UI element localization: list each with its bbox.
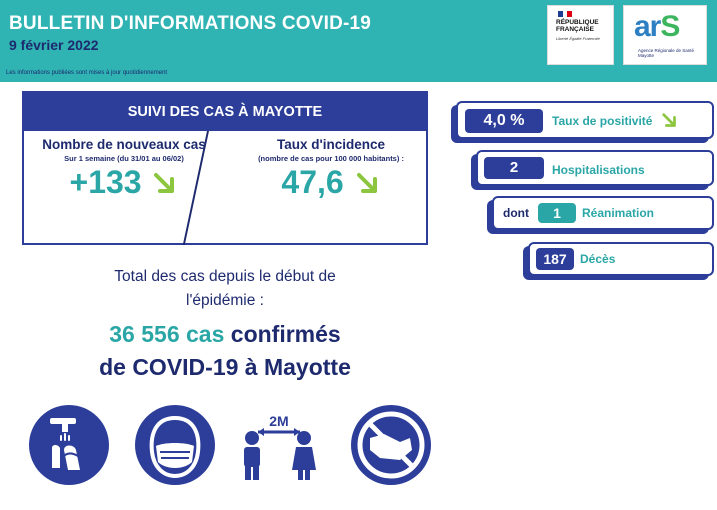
trend-down-arrow-icon [154,173,175,193]
ars-subtitle: Agence Régionale de Santé Mayotte [638,48,695,58]
deces-card [528,242,714,276]
rf-line2: FRANÇAISE [556,26,594,33]
hand-washing-icon [29,405,109,485]
deces-label: Décès [580,252,616,266]
positivite-label: Taux de positivité [552,114,653,128]
positivite-value: 4,0 % [465,109,543,133]
ars-logo: arS Agence Régionale de Santé Mayotte [623,5,707,65]
suivi-title: SUIVI DES CAS À MAYOTTE [24,93,426,131]
update-note: Les informations publiées sont mises à j… [6,70,168,76]
french-flag-icon [558,11,573,17]
nouveaux-cas-value: +133 [69,164,142,200]
total-line-2: l'épidémie : [186,292,264,309]
header-banner: BULLETIN D'INFORMATIONS COVID-19 9 févri… [0,0,717,82]
ars-word-a: ar [634,10,661,43]
svg-text:2M: 2M [269,413,288,429]
reanimation-prefix: dont [503,206,529,220]
republique-francaise-logo: RÉPUBLIQUE FRANÇAISE Liberté Égalité Fra… [547,5,614,65]
nouveaux-cas-title: Nombre de nouveaux cas [42,137,206,152]
rf-line1: RÉPUBLIQUE [556,19,599,26]
reanimation-value: 1 [538,203,576,223]
hospitalisations-value: 2 [484,157,544,179]
reanimation-label: Réanimation [582,206,655,220]
bulletin-date: 9 février 2022 [9,37,99,53]
no-handshake-icon [351,405,431,485]
total-count: 36 556 cas [109,321,225,347]
trend-down-arrow-icon [662,113,676,127]
hospitalisations-label: Hospitalisations [552,163,645,177]
taux-incidence-title: Taux d'incidence [277,137,385,152]
reanimation-card [492,196,714,230]
total-line-4: de COVID-19 à Mayotte [99,354,351,380]
rf-motto: Liberté Égalité Fraternité [556,36,600,41]
face-mask-icon [135,405,215,485]
trend-down-arrow-icon [356,173,377,193]
total-confirmed: 36 556 cas confirmés [50,321,400,348]
nouveaux-cas-panel: Nombre de nouveaux cas Sur 1 semaine (du… [24,137,224,201]
deces-value: 187 [536,248,574,270]
taux-incidence-panel: Taux d'incidence (nombre de cas pour 100… [236,137,426,201]
ars-word-s: S [660,10,680,43]
bulletin-title: BULLETIN D'INFORMATIONS COVID-19 [9,13,372,34]
confirmed-word: confirmés [230,321,341,347]
taux-incidence-value: 47,6 [281,164,344,200]
social-distance-2m-icon: 2M [244,413,316,480]
total-line-1: Total des cas depuis le début de [114,268,336,285]
taux-incidence-subtitle: (nombre de cas pour 100 000 habitants) : [258,154,404,163]
suivi-cas-box: SUIVI DES CAS À MAYOTTE Nombre de nouvea… [22,91,428,245]
nouveaux-cas-subtitle: Sur 1 semaine (du 31/01 au 06/02) [64,154,184,163]
